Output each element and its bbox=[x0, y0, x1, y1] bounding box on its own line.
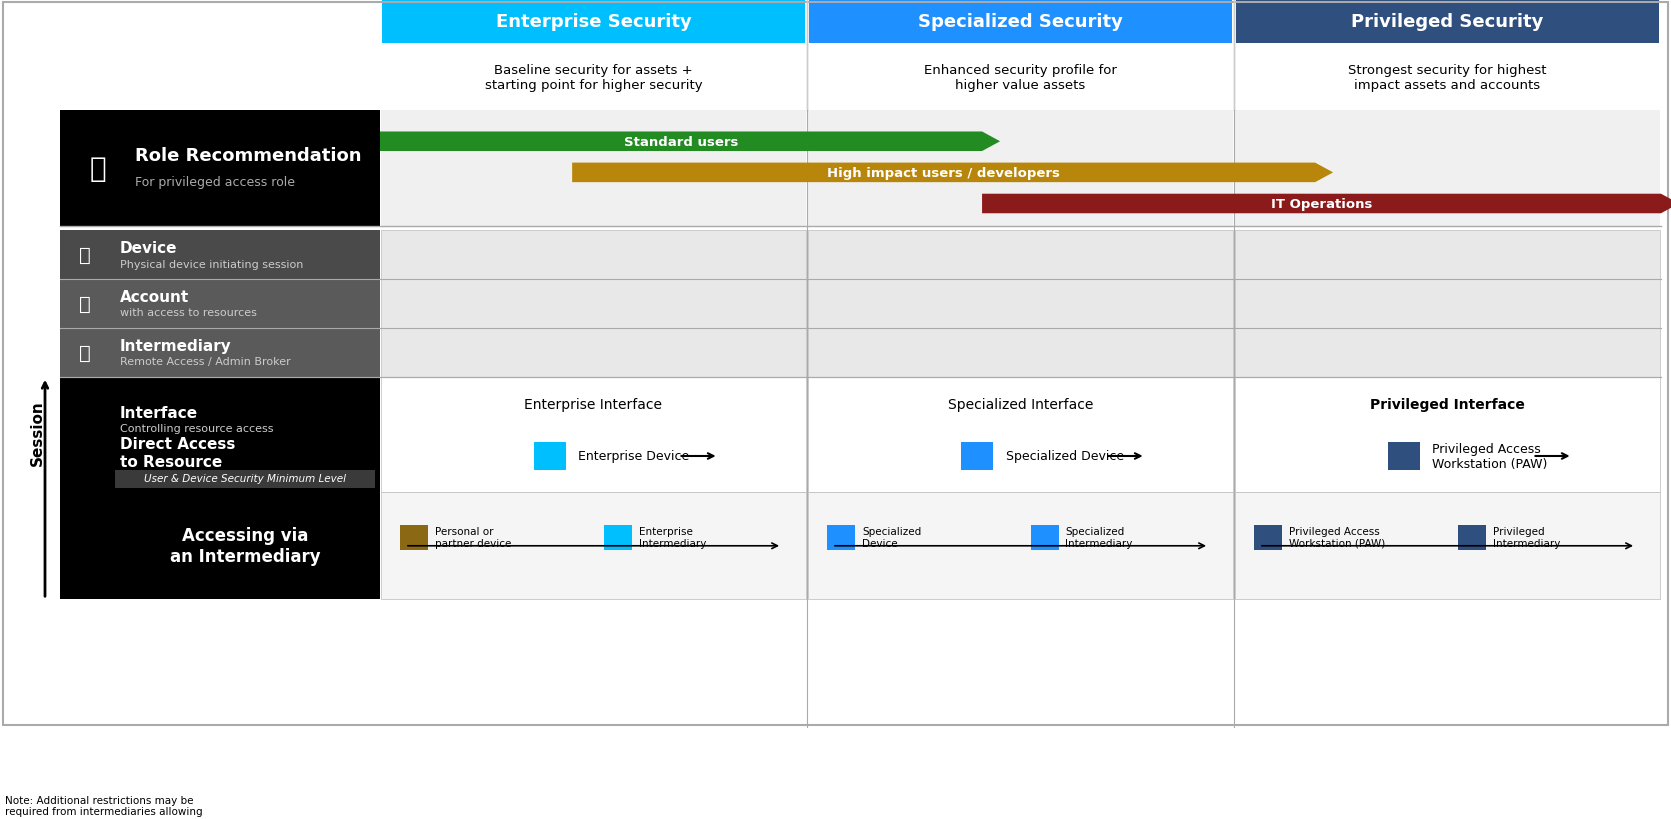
FancyBboxPatch shape bbox=[809, 231, 1233, 280]
FancyBboxPatch shape bbox=[533, 442, 565, 471]
Text: Device: Device bbox=[120, 241, 177, 256]
FancyBboxPatch shape bbox=[809, 111, 1233, 226]
FancyBboxPatch shape bbox=[809, 493, 1233, 600]
FancyBboxPatch shape bbox=[381, 231, 805, 280]
Polygon shape bbox=[379, 133, 999, 152]
FancyBboxPatch shape bbox=[827, 526, 856, 550]
FancyBboxPatch shape bbox=[1237, 0, 1659, 44]
FancyBboxPatch shape bbox=[60, 378, 379, 493]
FancyBboxPatch shape bbox=[1235, 231, 1659, 280]
Text: Specialized Security: Specialized Security bbox=[917, 13, 1123, 31]
Text: Enhanced security profile for
higher value assets: Enhanced security profile for higher val… bbox=[924, 64, 1116, 92]
FancyBboxPatch shape bbox=[1235, 280, 1659, 328]
FancyBboxPatch shape bbox=[809, 328, 1233, 378]
FancyBboxPatch shape bbox=[381, 280, 805, 328]
FancyBboxPatch shape bbox=[603, 526, 632, 550]
FancyBboxPatch shape bbox=[381, 493, 805, 600]
Text: Enterprise
Intermediary: Enterprise Intermediary bbox=[638, 527, 705, 548]
Text: Physical device initiating session: Physical device initiating session bbox=[120, 259, 304, 269]
Text: For privileged access role: For privileged access role bbox=[135, 175, 296, 188]
FancyBboxPatch shape bbox=[1031, 526, 1058, 550]
Text: Strongest security for highest
impact assets and accounts: Strongest security for highest impact as… bbox=[1348, 64, 1547, 92]
Text: User & Device Security Minimum Level: User & Device Security Minimum Level bbox=[144, 473, 346, 484]
FancyBboxPatch shape bbox=[1235, 493, 1659, 600]
Text: Direct Access
to Resource: Direct Access to Resource bbox=[120, 437, 236, 469]
Text: Interface: Interface bbox=[120, 405, 199, 420]
Text: IT Operations: IT Operations bbox=[1272, 197, 1372, 210]
Polygon shape bbox=[571, 164, 1333, 183]
Text: Privileged Interface: Privileged Interface bbox=[1370, 397, 1526, 411]
Text: Enterprise Device: Enterprise Device bbox=[578, 450, 690, 463]
FancyBboxPatch shape bbox=[1235, 328, 1659, 378]
FancyBboxPatch shape bbox=[60, 231, 379, 280]
Text: Personal or
partner device: Personal or partner device bbox=[434, 527, 511, 548]
FancyBboxPatch shape bbox=[809, 0, 1232, 44]
Text: Privileged Access
Workstation (PAW): Privileged Access Workstation (PAW) bbox=[1288, 527, 1385, 548]
Text: Remote Access / Admin Broker: Remote Access / Admin Broker bbox=[120, 357, 291, 367]
Text: 👥: 👥 bbox=[90, 155, 107, 183]
FancyBboxPatch shape bbox=[399, 526, 428, 550]
Text: Note: Additional restrictions may be
required from intermediaries allowing
perso: Note: Additional restrictions may be req… bbox=[5, 794, 202, 819]
Text: High impact users / developers: High impact users / developers bbox=[827, 167, 1059, 179]
FancyBboxPatch shape bbox=[1457, 526, 1486, 550]
Text: 👤: 👤 bbox=[79, 295, 90, 314]
Text: Standard users: Standard users bbox=[623, 136, 739, 148]
FancyBboxPatch shape bbox=[60, 493, 379, 600]
FancyBboxPatch shape bbox=[60, 280, 379, 328]
Text: Privileged
Intermediary: Privileged Intermediary bbox=[1492, 527, 1559, 548]
FancyBboxPatch shape bbox=[383, 0, 805, 44]
Text: 🖥: 🖥 bbox=[79, 246, 90, 265]
Text: 🖥: 🖥 bbox=[79, 343, 90, 363]
Text: Specialized Interface: Specialized Interface bbox=[947, 397, 1093, 411]
FancyBboxPatch shape bbox=[115, 471, 374, 488]
FancyBboxPatch shape bbox=[1235, 111, 1659, 226]
Text: Specialized
Intermediary: Specialized Intermediary bbox=[1066, 527, 1133, 548]
Text: Enterprise Security: Enterprise Security bbox=[496, 13, 692, 31]
FancyBboxPatch shape bbox=[809, 378, 1233, 493]
FancyBboxPatch shape bbox=[381, 111, 805, 226]
Text: Account: Account bbox=[120, 290, 189, 305]
FancyBboxPatch shape bbox=[60, 328, 379, 378]
FancyBboxPatch shape bbox=[381, 378, 805, 493]
Text: with access to resources: with access to resources bbox=[120, 308, 257, 318]
Text: Baseline security for assets +
starting point for higher security: Baseline security for assets + starting … bbox=[485, 64, 702, 92]
FancyBboxPatch shape bbox=[60, 111, 379, 226]
FancyBboxPatch shape bbox=[1387, 442, 1419, 471]
FancyBboxPatch shape bbox=[381, 328, 805, 378]
Text: Role Recommendation: Role Recommendation bbox=[135, 147, 361, 165]
Text: Specialized
Device: Specialized Device bbox=[862, 527, 921, 548]
Polygon shape bbox=[983, 194, 1671, 214]
Text: Session: Session bbox=[30, 400, 45, 466]
FancyBboxPatch shape bbox=[1253, 526, 1282, 550]
FancyBboxPatch shape bbox=[809, 280, 1233, 328]
FancyBboxPatch shape bbox=[1235, 378, 1659, 493]
FancyBboxPatch shape bbox=[961, 442, 993, 471]
Text: Privileged Security: Privileged Security bbox=[1352, 13, 1544, 31]
Text: Privileged Access
Workstation (PAW): Privileged Access Workstation (PAW) bbox=[1432, 442, 1547, 470]
Text: Specialized Device: Specialized Device bbox=[1006, 450, 1123, 463]
Text: Intermediary: Intermediary bbox=[120, 338, 232, 353]
Text: Enterprise Interface: Enterprise Interface bbox=[525, 397, 662, 411]
Text: Accessing via
an Intermediary: Accessing via an Intermediary bbox=[170, 527, 321, 565]
Text: Controlling resource access: Controlling resource access bbox=[120, 424, 274, 434]
